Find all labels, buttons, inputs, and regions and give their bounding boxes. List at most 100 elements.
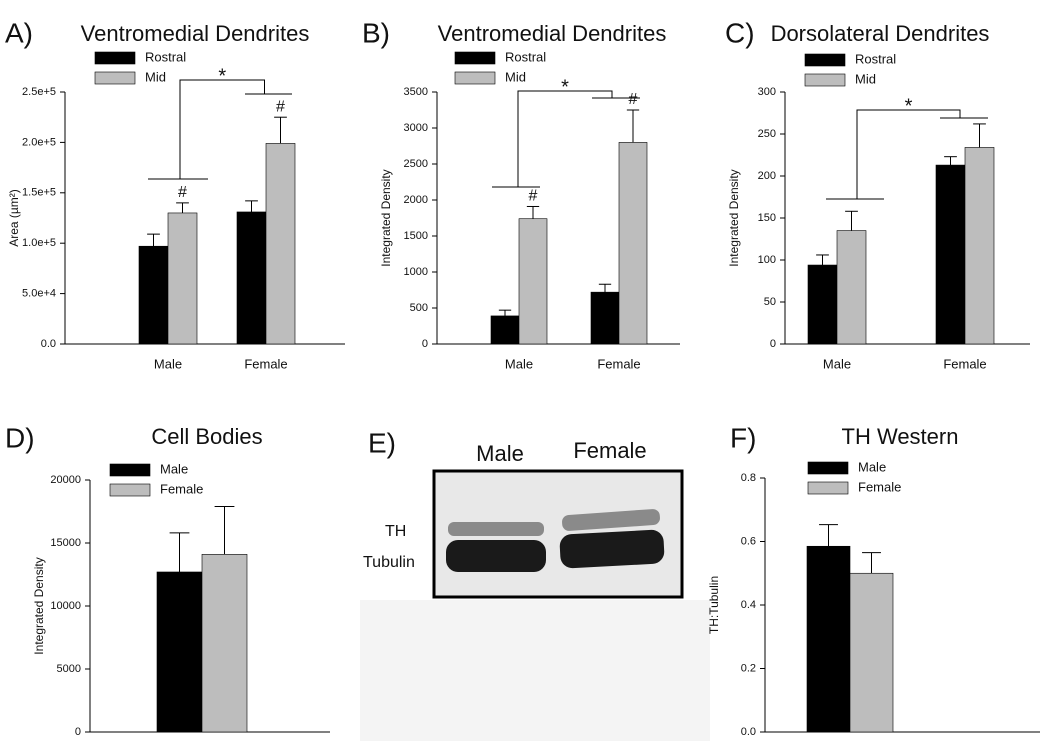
y-tick-label: 0 [770,338,776,350]
error-bar [973,123,986,148]
blot-background [360,600,710,741]
y-tick-label: 5000 [57,663,81,675]
legend-label: Male [858,459,886,474]
significance-mark: # [629,91,638,108]
error-bar [944,156,957,166]
significance-mark: * [561,76,569,98]
legend-swatch [94,51,136,65]
panel-label: D) [5,422,35,453]
legend-label: Mid [505,69,526,84]
y-tick-label: 250 [758,128,776,140]
significance-bracket [179,79,265,179]
legend-swatch [454,51,496,65]
legend-swatch [804,73,846,87]
bar [807,264,838,345]
y-tick-label: 1.0e+5 [22,237,56,249]
error-bar [845,210,858,231]
chart-title: Ventromedial Dendrites [438,21,667,46]
x-tick-label: Female [943,356,986,371]
legend-swatch [807,461,849,475]
x-tick-label: Male [823,356,851,371]
blot-band-label: Tubulin [363,554,415,571]
y-tick-label: 100 [758,254,776,266]
y-tick-label: 0.2 [741,662,756,674]
legend-label: Rostral [505,49,546,64]
legend-label: Mid [145,69,166,84]
error-bar [819,524,838,547]
significance-mark: # [178,184,187,201]
legend-swatch [94,71,136,85]
bar [964,147,995,345]
blot-column: Male [476,441,524,466]
error-bar [816,254,829,266]
y-tick-label: 500 [410,302,428,314]
y-tick-label: 200 [758,170,776,182]
error-bar [274,116,287,144]
error-bar [245,200,258,212]
bar [806,545,851,733]
x-tick-label: Female [597,356,640,371]
y-tick-label: 2.5e+5 [22,86,56,98]
legend-label: Mid [855,71,876,86]
legend-swatch [109,463,151,477]
y-tick-label: 3500 [404,86,428,98]
legend-label: Rostral [855,51,896,66]
y-tick-label: 10000 [50,600,81,612]
legend-label: Female [858,479,901,494]
bar [590,291,620,345]
y-tick-label: 1500 [404,230,428,242]
y-tick-label: 2.0e+5 [22,136,56,148]
significance-mark: * [905,95,913,117]
y-tick-label: 5.0e+4 [22,288,56,300]
chart-title: TH Western [842,424,959,449]
legend-label: Male [160,461,188,476]
y-tick-label: 2000 [404,194,428,206]
y-tick-label: 0 [75,726,81,738]
bar [618,142,648,345]
legend-label: Female [160,481,203,496]
chart-title: Cell Bodies [151,424,262,449]
y-tick-label: 0.8 [741,472,756,484]
y-tick-label: 0 [422,338,428,350]
y-tick-label: 150 [758,212,776,224]
bar [156,571,203,733]
y-tick-label: 1000 [404,266,428,278]
legend-swatch [454,71,496,85]
blot-image [432,469,684,599]
bar [935,164,966,345]
bar [836,230,867,345]
y-axis-label: Integrated Density [379,169,393,266]
panel-label: F) [730,422,756,453]
y-tick-label: 0.0 [741,726,756,738]
y-axis-label: Integrated Density [32,557,46,654]
significance-mark: # [529,188,538,205]
y-tick-label: 3000 [404,122,428,134]
y-tick-label: 2500 [404,158,428,170]
y-axis-label: Area (µm²) [7,189,21,247]
y-tick-label: 300 [758,86,776,98]
bar [236,211,267,345]
bar [138,245,169,345]
y-axis-label: TH:Tubulin [707,576,721,634]
x-tick-label: Male [505,356,533,371]
y-tick-label: 0.0 [41,338,56,350]
y-tick-label: 15000 [50,537,81,549]
significance-mark: # [276,98,285,115]
significance-bracket [856,109,961,199]
error-bar [214,505,235,555]
bar [201,554,248,733]
bar [490,315,520,345]
panel-label: C) [725,17,755,48]
panel-label: B) [362,17,390,48]
blot-column: Female [573,438,646,463]
y-axis-label: Integrated Density [727,169,741,266]
error-bar [498,309,512,316]
y-tick-label: 0.4 [741,599,756,611]
legend-label: Rostral [145,49,186,64]
chart-title: Dorsolateral Dendrites [771,21,990,46]
error-bar [626,109,640,143]
y-tick-label: 1.5e+5 [22,187,56,199]
x-tick-label: Female [244,356,287,371]
error-bar [862,552,881,574]
